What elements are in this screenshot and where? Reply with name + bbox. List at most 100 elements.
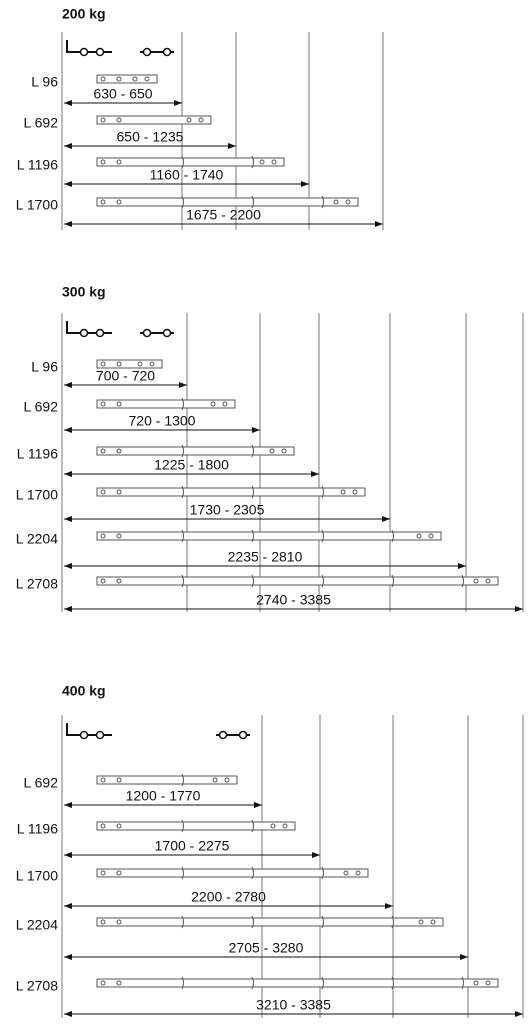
rail-break	[181, 444, 184, 458]
rail-break	[251, 915, 254, 929]
hole	[355, 870, 361, 876]
range-label: 1700 - 2275	[155, 838, 230, 854]
rail-break	[251, 866, 254, 880]
rail-break	[321, 574, 324, 588]
rail-break	[181, 915, 184, 929]
icon-wheel	[142, 328, 152, 338]
row-label: L 692	[23, 399, 58, 415]
hole	[116, 199, 122, 205]
rail-break	[251, 976, 254, 990]
rail	[96, 978, 499, 988]
hole	[100, 489, 106, 495]
rail	[96, 775, 238, 785]
rail-break	[251, 195, 254, 209]
rail	[96, 399, 236, 409]
icon-wheel	[218, 730, 228, 740]
hole	[100, 117, 106, 123]
row-label: L 1700	[16, 197, 59, 213]
hole	[186, 117, 192, 123]
icon-wheel	[95, 730, 105, 740]
hole	[116, 980, 122, 986]
rail-break	[181, 976, 184, 990]
hole	[132, 76, 138, 82]
rail-break	[251, 529, 254, 543]
hole	[116, 777, 122, 783]
hole	[116, 401, 122, 407]
row-label: L 692	[23, 115, 58, 131]
hole	[345, 199, 351, 205]
rail-break	[181, 529, 184, 543]
range-label: 720 - 1300	[129, 413, 196, 429]
rail	[96, 917, 444, 927]
hole	[259, 159, 265, 165]
hole	[116, 823, 122, 829]
hole	[271, 159, 277, 165]
range-label: 630 - 650	[93, 86, 152, 102]
icon-wheel	[162, 47, 172, 57]
rail-break	[461, 976, 464, 990]
rail-break	[391, 976, 394, 990]
hole	[222, 401, 228, 407]
row-label: L 692	[23, 775, 58, 791]
hole	[212, 777, 218, 783]
rail	[96, 868, 369, 878]
hole	[473, 980, 479, 986]
hole	[116, 489, 122, 495]
rail-break	[251, 819, 254, 833]
rail	[96, 446, 295, 456]
rail	[96, 197, 359, 207]
icon-wheel	[79, 328, 89, 338]
section-title: 400 kg	[62, 683, 106, 699]
range-label: 2740 - 3385	[256, 592, 331, 608]
hole	[100, 401, 106, 407]
hole	[210, 401, 216, 407]
icon-wheel	[238, 730, 248, 740]
hole	[100, 823, 106, 829]
hole	[116, 117, 122, 123]
hole	[224, 777, 230, 783]
rail	[96, 359, 163, 369]
hole	[116, 919, 122, 925]
rail	[96, 821, 296, 831]
rail	[96, 487, 366, 497]
row-label: L 2708	[16, 576, 59, 592]
icon-wheel	[79, 47, 89, 57]
row-label: L 96	[31, 74, 58, 90]
hole	[144, 76, 150, 82]
icon-wheel	[142, 47, 152, 57]
hole	[100, 777, 106, 783]
hole	[100, 199, 106, 205]
row-label: L 96	[31, 359, 58, 375]
hole	[100, 980, 106, 986]
hole	[100, 578, 106, 584]
rail-break	[181, 195, 184, 209]
hole	[100, 159, 106, 165]
rail-break	[251, 574, 254, 588]
rail	[96, 157, 285, 167]
hole	[116, 76, 122, 82]
section-title: 300 kg	[62, 284, 106, 300]
hole	[100, 448, 106, 454]
hole	[100, 919, 106, 925]
range-label: 2705 - 3280	[229, 940, 304, 956]
rail-break	[391, 915, 394, 929]
range-label: 3210 - 3385	[256, 997, 331, 1013]
rail-break	[321, 866, 324, 880]
range-label: 2235 - 2810	[228, 549, 303, 565]
rail-break	[251, 155, 254, 169]
row-label: L 2204	[16, 531, 59, 547]
rail-break	[181, 773, 184, 787]
rail	[96, 531, 442, 541]
rail-break	[461, 574, 464, 588]
range-label: 650 - 1235	[117, 129, 184, 145]
hole	[281, 448, 287, 454]
range-label: 1675 - 2200	[186, 207, 261, 223]
hole	[416, 533, 422, 539]
hole	[269, 448, 275, 454]
row-label: L 1196	[17, 821, 58, 837]
icon	[66, 40, 112, 53]
icon	[66, 723, 112, 736]
hole	[485, 578, 491, 584]
row-label: L 1700	[16, 487, 59, 503]
